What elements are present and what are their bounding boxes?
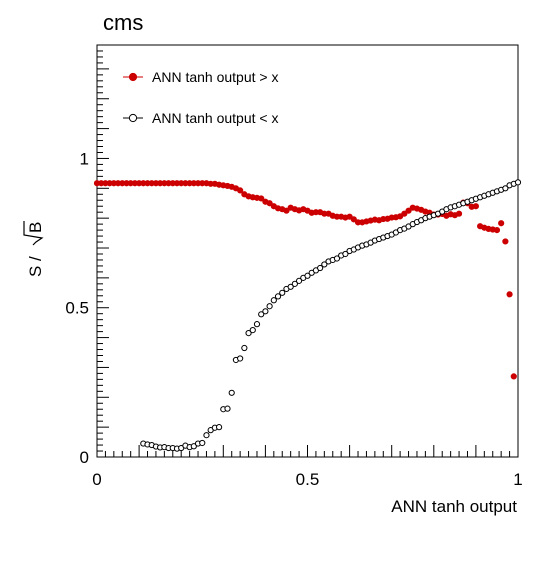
data-point-above [502, 238, 509, 245]
data-point-below [287, 283, 294, 290]
data-point-below [514, 179, 522, 186]
data-point-above [258, 195, 265, 202]
y-axis: 00.51 [65, 44, 109, 467]
data-point-below [199, 439, 206, 447]
data-point-below [253, 321, 261, 328]
data-point-below [279, 289, 286, 296]
data-point-below [295, 277, 303, 284]
data-point-below [245, 330, 252, 337]
data-point-below [266, 303, 273, 310]
data-point-above [472, 203, 479, 210]
x-axis-label: ANN tanh output [391, 497, 517, 516]
data-point-below [304, 272, 311, 279]
x-axis: 0 0.5 1 [92, 445, 523, 489]
legend-marker-above [128, 72, 138, 82]
y-axis-label-sqrt-arg: B [26, 222, 45, 233]
data-point-above [498, 220, 505, 227]
legend-label-above: ANN tanh output > x [152, 69, 278, 85]
data-point-below [317, 264, 324, 272]
y-axis-label-main: S / [26, 256, 45, 277]
data-point-below [321, 261, 328, 268]
data-point-below [228, 389, 235, 396]
data-point-below [237, 355, 244, 362]
series-ann-output-below [140, 179, 522, 452]
y-tick-label: 0.5 [65, 299, 89, 318]
data-point-above [397, 213, 404, 220]
data-point-above [510, 373, 517, 380]
plot-frame [96, 44, 519, 458]
y-tick-label: 0 [80, 448, 89, 467]
data-point-above [401, 210, 408, 217]
data-point-above [405, 207, 412, 214]
data-point-below [258, 311, 265, 318]
data-point-above [493, 227, 501, 234]
data-point-above [350, 216, 357, 223]
data-point-below [249, 327, 256, 334]
data-point-below [270, 297, 277, 304]
data-point-above [266, 200, 273, 207]
data-point-below [502, 185, 509, 192]
data-point-below [203, 432, 210, 439]
legend-label-below: ANN tanh output < x [152, 110, 278, 126]
legend-entry-above: ANN tanh output > x [123, 69, 278, 85]
legend-entry-below: ANN tanh output < x [123, 110, 278, 126]
data-point-below [262, 308, 269, 315]
data-point-below [291, 280, 298, 287]
x-tick-label: 0.5 [296, 470, 320, 489]
data-point-below [190, 443, 197, 450]
data-point-above [283, 207, 290, 214]
data-point-above [237, 187, 244, 194]
legend-marker-below [128, 113, 138, 123]
x-tick-label: 0 [92, 470, 101, 489]
series-ann-output-above [93, 180, 517, 380]
y-tick-label: 1 [80, 149, 89, 168]
data-point-below [274, 293, 282, 300]
data-point-below [215, 424, 223, 431]
data-point-below [342, 250, 349, 258]
data-point-above [346, 213, 353, 220]
y-axis-label: S / B [23, 221, 45, 277]
data-point-below [241, 344, 248, 352]
x-tick-label: 1 [513, 470, 522, 489]
data-point-above [506, 291, 513, 298]
data-point-above [455, 210, 463, 217]
sqrt-sign-stroke [23, 221, 44, 246]
sqrt-sign-icon [23, 221, 44, 246]
chart-title: cms [103, 10, 143, 35]
data-point-below [333, 255, 341, 262]
data-point-below [224, 405, 231, 412]
legend: ANN tanh output > x ANN tanh output < x [123, 69, 278, 126]
